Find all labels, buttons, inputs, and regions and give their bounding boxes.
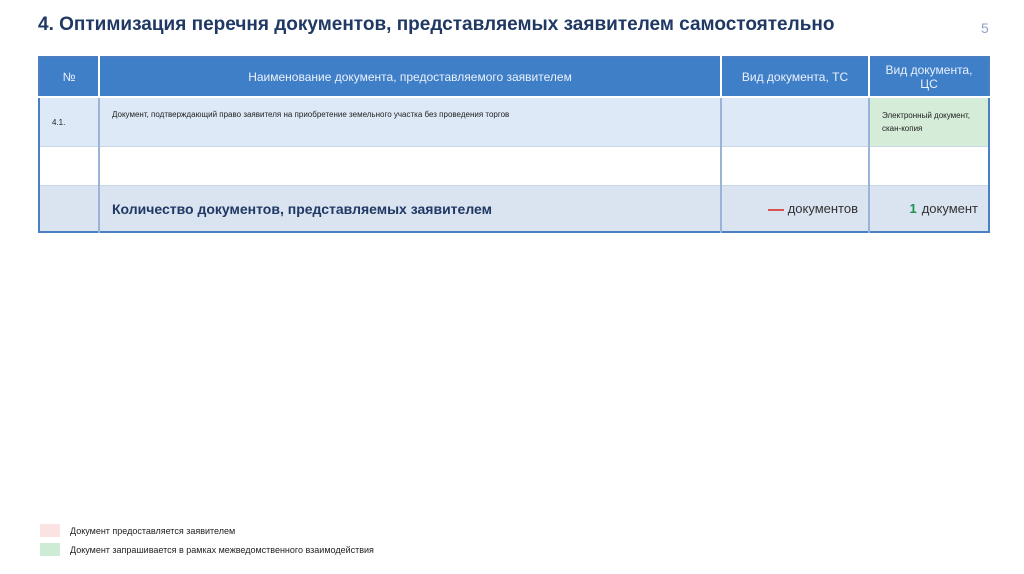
- legend-item-applicant: Документ предоставляется заявителем: [40, 524, 235, 537]
- table-row-empty: [39, 146, 989, 186]
- header-tc: Вид документа, ТС: [720, 57, 869, 98]
- legend-swatch-green: [40, 543, 60, 556]
- table-header: № Наименование документа, предоставляемо…: [39, 57, 989, 98]
- summary-cs: 1 документ: [868, 185, 989, 232]
- summary-row: Количество документов, представляемых за…: [39, 185, 989, 232]
- row-name: Документ, подтверждающий право заявителя…: [98, 97, 721, 147]
- legend-item-interagency: Документ запрашивается в рамках межведом…: [40, 543, 374, 556]
- row-cs: Электронный документ, скан-копия: [868, 97, 989, 147]
- header-cs: Вид документа, ЦС: [868, 57, 989, 98]
- summary-tc: документов: [720, 185, 869, 232]
- header-name: Наименование документа, предоставляемого…: [98, 57, 721, 98]
- page-number: 5: [981, 20, 989, 36]
- documents-table: № Наименование документа, предоставляемо…: [38, 56, 990, 233]
- page-title: 4. Оптимизация перечня документов, предс…: [38, 14, 835, 35]
- table-row: 4.1. Документ, подтверждающий право заяв…: [39, 97, 989, 147]
- row-number: 4.1.: [39, 97, 99, 147]
- header-number: №: [39, 57, 99, 98]
- summary-label: Количество документов, представляемых за…: [98, 185, 721, 232]
- legend-swatch-pink: [40, 524, 60, 537]
- blank-count-dash: [767, 208, 784, 211]
- row-tc: [720, 97, 869, 147]
